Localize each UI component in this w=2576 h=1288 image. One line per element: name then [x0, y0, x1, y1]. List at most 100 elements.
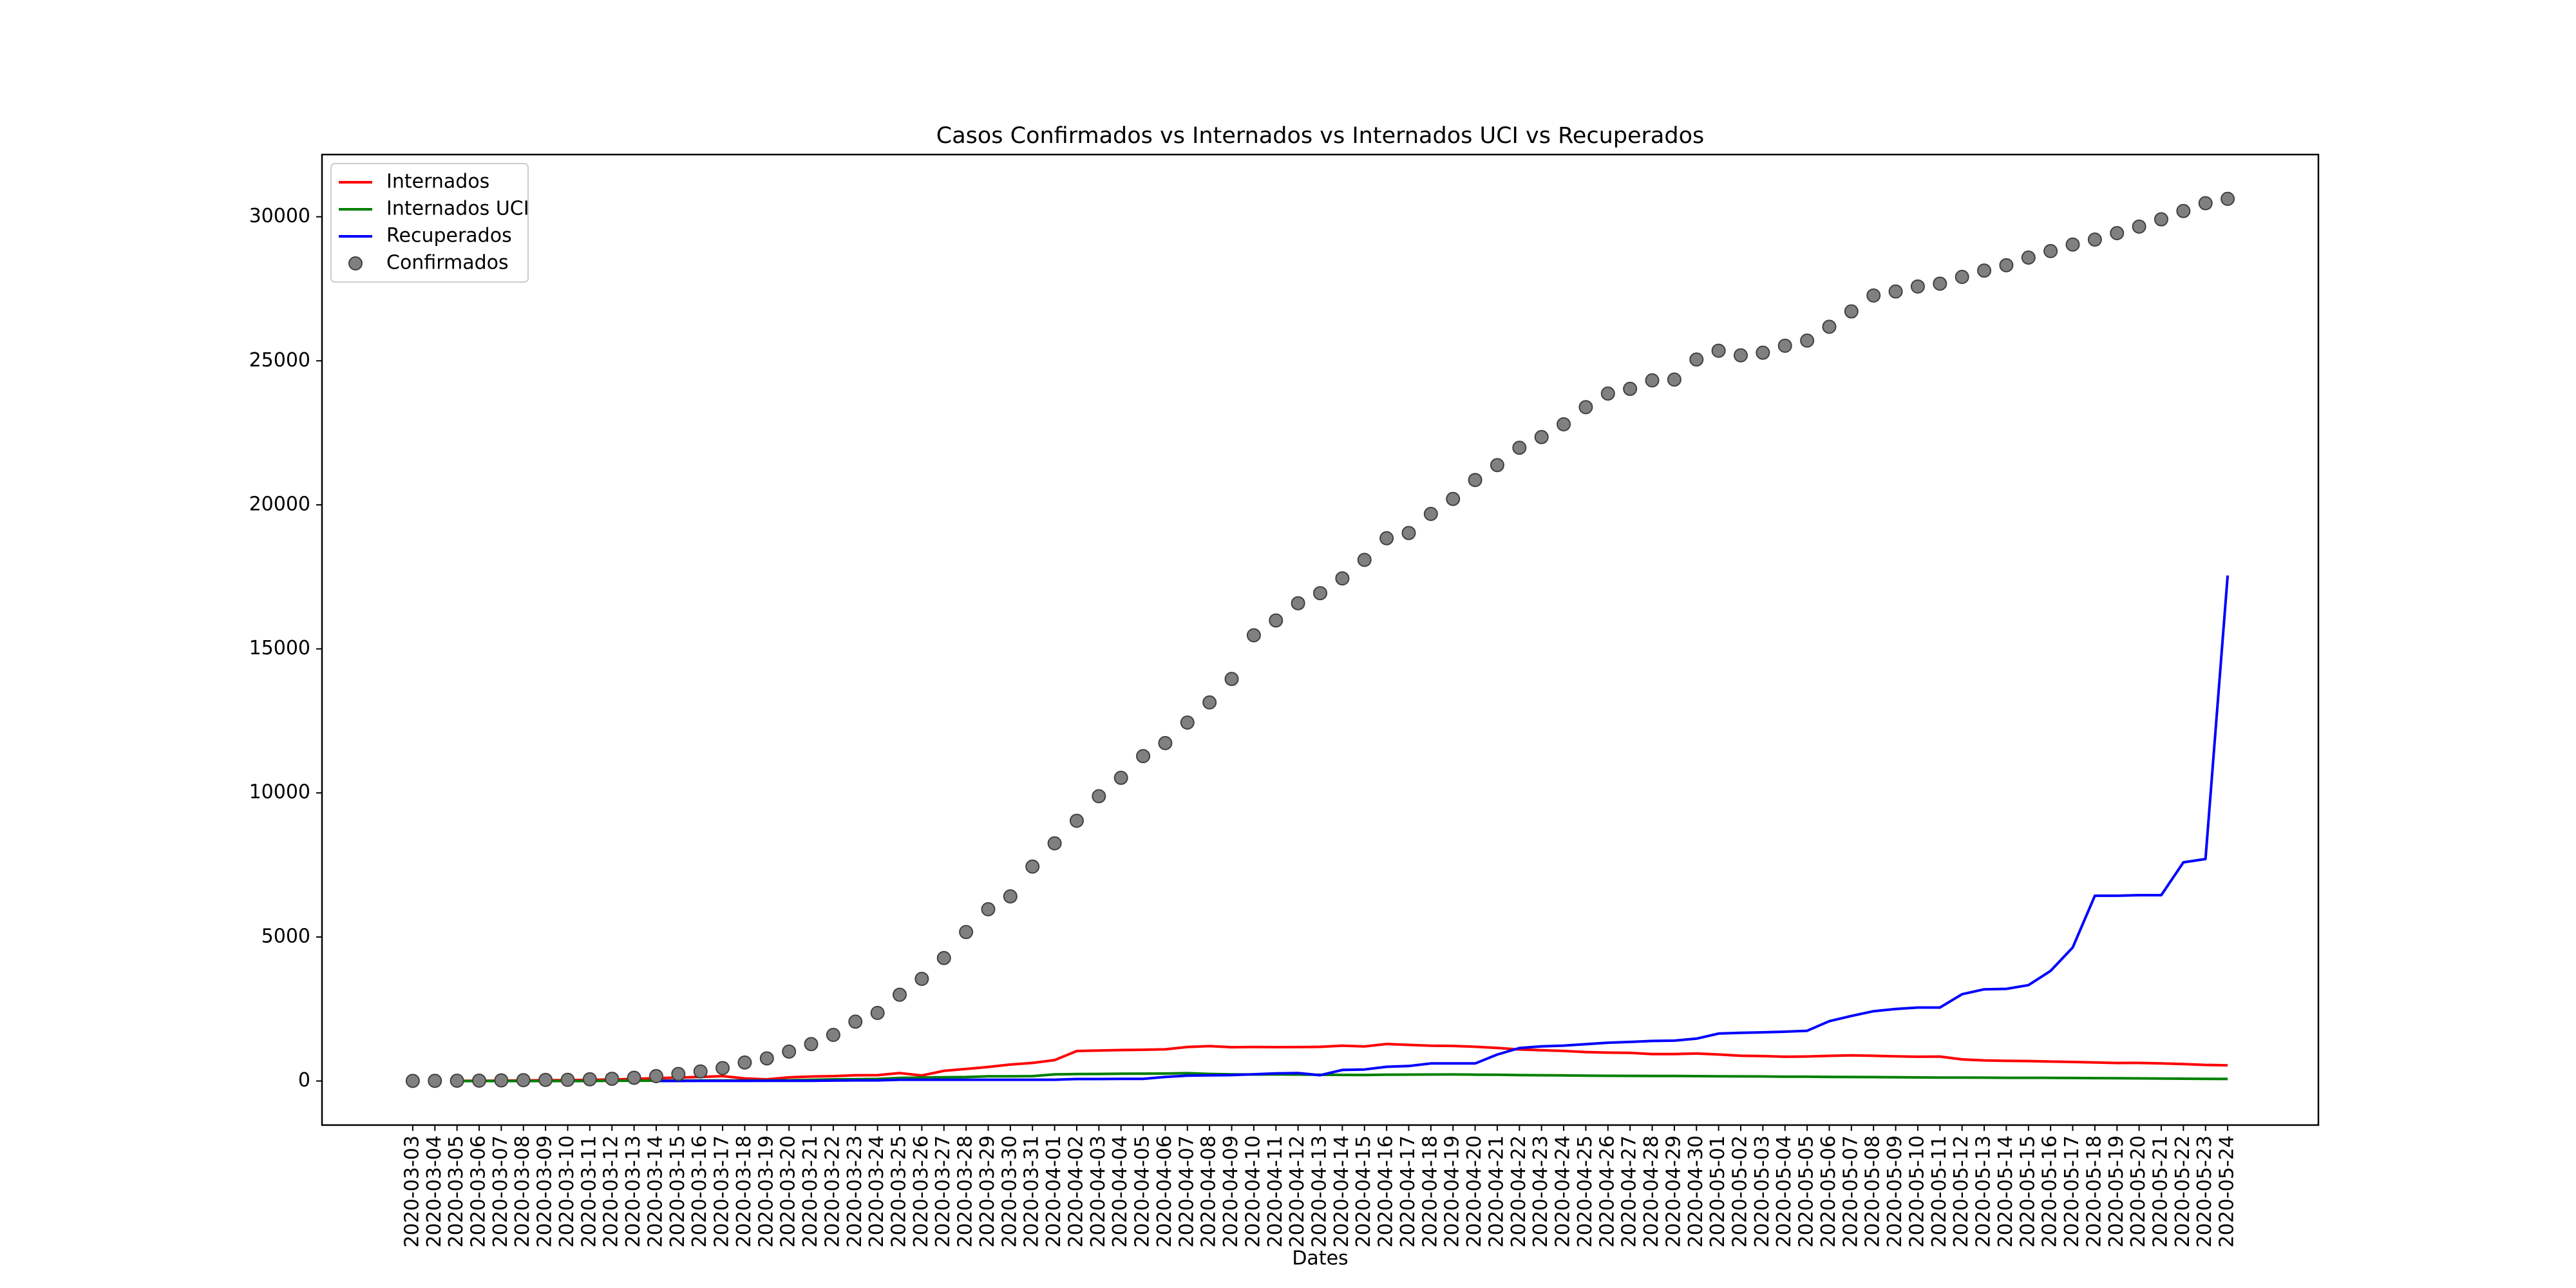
scatter-point [1600, 386, 1615, 401]
scatter-point [428, 1074, 442, 1088]
x-tick-label: 2020-03-22 [821, 1135, 844, 1247]
legend-label: Internados [386, 171, 489, 193]
scatter-point [1512, 440, 1527, 455]
scatter-point [759, 1051, 774, 1066]
x-tick-label: 2020-04-09 [1220, 1135, 1242, 1247]
legend-label: Internados UCI [386, 198, 529, 220]
x-tick-label: 2020-03-08 [511, 1135, 534, 1247]
x-tick-label: 2020-05-23 [2193, 1135, 2216, 1247]
x-tick-label: 2020-03-25 [888, 1135, 911, 1247]
x-tick-label: 2020-03-30 [998, 1135, 1021, 1247]
scatter-point [914, 972, 929, 987]
scatter-point [715, 1061, 730, 1075]
x-tick-label: 2020-04-29 [1662, 1135, 1685, 1247]
scatter-point [2154, 212, 2168, 227]
x-tick-label: 2020-04-18 [1419, 1135, 1441, 1247]
x-axis-label: Dates [1292, 1247, 1348, 1270]
x-tick-label: 2020-04-06 [1153, 1135, 1176, 1247]
x-tick-label: 2020-03-07 [489, 1135, 512, 1247]
x-tick-label: 2020-04-23 [1530, 1135, 1552, 1247]
x-tick-label: 2020-05-05 [1795, 1135, 1818, 1247]
x-tick-label: 2020-04-03 [1087, 1135, 1110, 1247]
x-tick-label: 2020-04-12 [1286, 1135, 1309, 1247]
x-tick-label: 2020-03-15 [667, 1135, 689, 1247]
legend-marker [348, 256, 363, 270]
scatter-point [826, 1027, 840, 1042]
legend-box [330, 163, 529, 283]
y-tick-label: 0 [298, 1069, 310, 1092]
x-tick-label: 2020-05-01 [1707, 1135, 1729, 1247]
scatter-point [2087, 232, 2102, 247]
x-tick-label: 2020-05-15 [2016, 1135, 2039, 1247]
scatter-point [1756, 345, 1770, 360]
scatter-point [848, 1014, 863, 1029]
x-tick-label: 2020-05-17 [2061, 1135, 2083, 1247]
scatter-point [560, 1072, 575, 1087]
x-tick-label: 2020-05-11 [1928, 1135, 1951, 1247]
x-tick-label: 2020-03-23 [844, 1135, 866, 1247]
scatter-point [1888, 284, 1903, 299]
scatter-point [2065, 237, 2080, 252]
x-tick-label: 2020-03-12 [600, 1135, 623, 1247]
scatter-point [2043, 243, 2058, 258]
x-tick-label: 2020-04-01 [1043, 1135, 1065, 1247]
scatter-point [1844, 304, 1859, 319]
x-tick-label: 2020-05-19 [2105, 1135, 2128, 1247]
x-tick-label: 2020-03-27 [932, 1135, 954, 1247]
scatter-point [2110, 226, 2125, 241]
x-tick-label: 2020-05-04 [1773, 1135, 1795, 1247]
y-tick-label: 30000 [249, 205, 310, 227]
x-tick-label: 2020-03-20 [777, 1135, 800, 1247]
x-tick-label: 2020-03-04 [423, 1135, 446, 1247]
scatter-point [981, 902, 996, 916]
scatter-point [2021, 251, 2036, 265]
scatter-point [893, 987, 907, 1002]
legend-label: Recuperados [386, 225, 512, 247]
scatter-point [582, 1072, 597, 1086]
y-tick-label: 10000 [249, 781, 310, 804]
x-tick-label: 2020-04-07 [1175, 1135, 1198, 1247]
scatter-point [671, 1066, 686, 1081]
x-tick-label: 2020-05-20 [2127, 1135, 2150, 1247]
x-tick-label: 2020-04-22 [1508, 1135, 1530, 1247]
scatter-point [1246, 628, 1261, 643]
scatter-point [1269, 613, 1283, 628]
x-tick-label: 2020-04-20 [1463, 1135, 1486, 1247]
line-series [457, 1043, 2228, 1083]
scatter-point [959, 925, 974, 940]
scatter-point [2176, 204, 2191, 218]
x-tick-label: 2020-03-24 [866, 1135, 888, 1247]
x-tick-label: 2020-03-11 [578, 1135, 600, 1247]
scatter-point [804, 1037, 819, 1052]
x-tick-label: 2020-03-29 [976, 1135, 999, 1247]
x-tick-label: 2020-03-03 [401, 1135, 423, 1247]
scatter-point [1025, 859, 1040, 874]
x-tick-label: 2020-04-30 [1685, 1135, 1707, 1247]
x-tick-label: 2020-04-16 [1375, 1135, 1397, 1247]
scatter-point [494, 1073, 509, 1088]
scatter-point [1623, 381, 1638, 396]
x-tick-label: 2020-04-11 [1264, 1135, 1287, 1247]
x-tick-label: 2020-05-06 [1817, 1135, 1840, 1247]
x-tick-label: 2020-05-16 [2039, 1135, 2061, 1247]
legend-label: Confirmados [386, 252, 509, 274]
scatter-point [1047, 836, 1062, 851]
scatter-point [627, 1070, 641, 1085]
scatter-point [1313, 586, 1327, 601]
x-tick-label: 2020-04-04 [1109, 1135, 1132, 1247]
scatter-point [1446, 491, 1461, 506]
scatter-point [1136, 749, 1151, 764]
x-tick-label: 2020-04-24 [1552, 1135, 1575, 1247]
x-tick-label: 2020-05-02 [1728, 1135, 1751, 1247]
x-tick-label: 2020-05-21 [2149, 1135, 2172, 1247]
x-tick-label: 2020-03-10 [556, 1135, 578, 1247]
x-tick-label: 2020-04-08 [1198, 1135, 1220, 1247]
scatter-point [693, 1064, 708, 1079]
x-tick-label: 2020-05-22 [2172, 1135, 2194, 1247]
chart-title: Casos Confirmados vs Internados vs Inter… [936, 123, 1704, 149]
x-tick-label: 2020-04-27 [1618, 1135, 1641, 1247]
scatter-point [649, 1069, 663, 1084]
scatter-point [1933, 276, 1947, 291]
scatter-point [516, 1073, 531, 1088]
